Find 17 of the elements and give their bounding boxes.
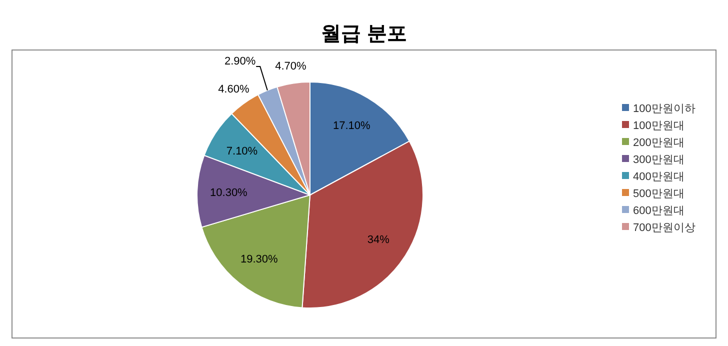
data-label: 4.70%: [275, 60, 307, 72]
legend-label: 200만원대: [633, 137, 684, 149]
data-label: 10.30%: [210, 187, 248, 200]
legend-label: 700만원이상: [633, 222, 696, 234]
legend-label: 100만원대: [633, 120, 684, 132]
legend-label: 500만원대: [633, 188, 684, 200]
legend-label: 100만원이하: [633, 103, 696, 115]
data-label: 34%: [367, 234, 390, 246]
data-label: 4.60%: [218, 84, 250, 96]
legend-label: 300만원대: [633, 154, 684, 166]
data-label: 17.10%: [332, 120, 371, 132]
data-label: 7.10%: [226, 145, 258, 158]
chart-title: 월급 분포: [321, 23, 407, 45]
data-label: 2.90%: [224, 56, 256, 68]
data-label: 19.30%: [240, 253, 278, 266]
legend-label: 600만원대: [633, 205, 684, 217]
legend-label: 400만원대: [633, 171, 684, 183]
